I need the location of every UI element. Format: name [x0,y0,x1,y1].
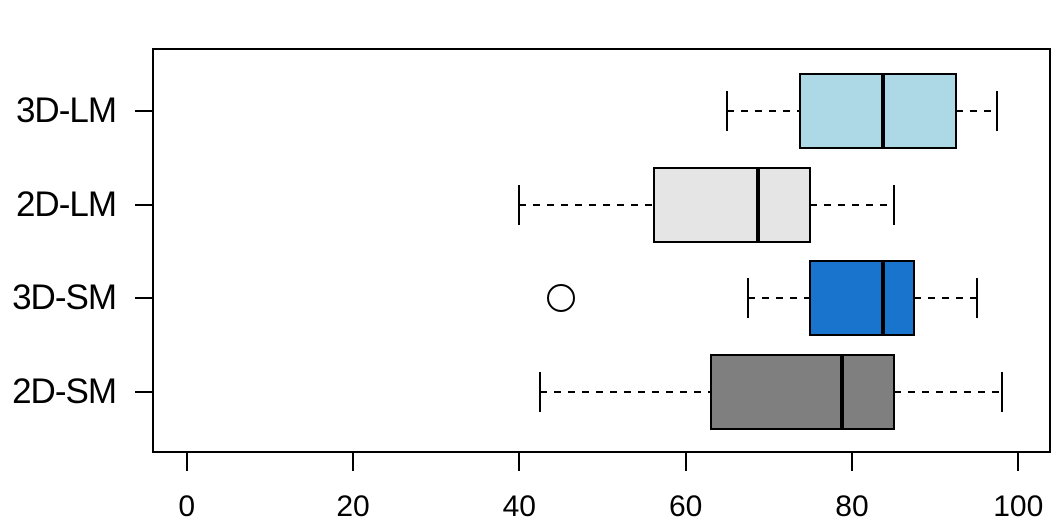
x-axis-tick-80 [850,453,853,471]
whisker-line-low-2D-LM [519,203,655,206]
y-axis-tick-2D-SM [135,390,152,393]
whisker-line-high-3D-SM [914,297,977,299]
whisker-cap-low-3D-LM [726,91,729,131]
whisker-cap-low-2D-LM [518,184,521,225]
x-axis-tick-100 [1017,453,1020,471]
y-category-label-2D-LM: 2D-LM [15,184,117,224]
box-3D-SM [809,260,916,336]
whisker-line-low-3D-LM [727,110,800,112]
whisker-cap-low-2D-SM [539,371,542,412]
whisker-line-high-2D-SM [893,390,1002,393]
x-axis-tick-label-20: 20 [336,490,370,523]
whisker-cap-high-2D-SM [1000,371,1003,412]
whisker-line-low-3D-SM [748,297,811,299]
median-line-2D-SM [839,355,844,428]
x-axis-tick-60 [684,453,687,471]
y-axis-tick-3D-SM [135,297,152,299]
box-2D-SM [709,353,895,430]
median-line-3D-LM [881,75,886,147]
whisker-line-high-3D-LM [955,110,998,112]
box-3D-LM [798,73,957,149]
x-axis-tick-label-40: 40 [502,490,536,523]
whisker-cap-low-3D-SM [747,278,749,318]
median-line-3D-SM [881,262,886,334]
box-2D-LM [653,166,812,243]
x-axis-tick-label-0: 0 [178,490,196,523]
plot-area-frame [152,48,1051,453]
x-axis-tick-20 [352,453,354,471]
whisker-cap-high-2D-LM [892,184,895,225]
x-axis-tick-0 [185,453,188,471]
y-category-label-2D-SM: 2D-SM [12,371,117,411]
median-line-2D-LM [756,168,761,241]
y-category-label-3D-SM: 3D-SM [12,278,117,317]
x-axis-tick-label-100: 100 [993,490,1044,523]
outlier-point-3D-SM [546,284,575,312]
y-axis-tick-2D-LM [135,203,152,206]
y-axis-tick-3D-LM [135,110,152,112]
whisker-cap-high-3D-LM [996,91,999,131]
whisker-cap-high-3D-SM [975,278,978,318]
x-axis-tick-label-80: 80 [835,490,869,523]
x-axis-tick-40 [518,453,521,471]
whisker-line-high-2D-LM [810,203,894,206]
y-category-label-3D-LM: 3D-LM [15,91,117,130]
whisker-line-low-2D-SM [540,390,711,393]
x-axis-tick-label-60: 60 [668,490,703,523]
